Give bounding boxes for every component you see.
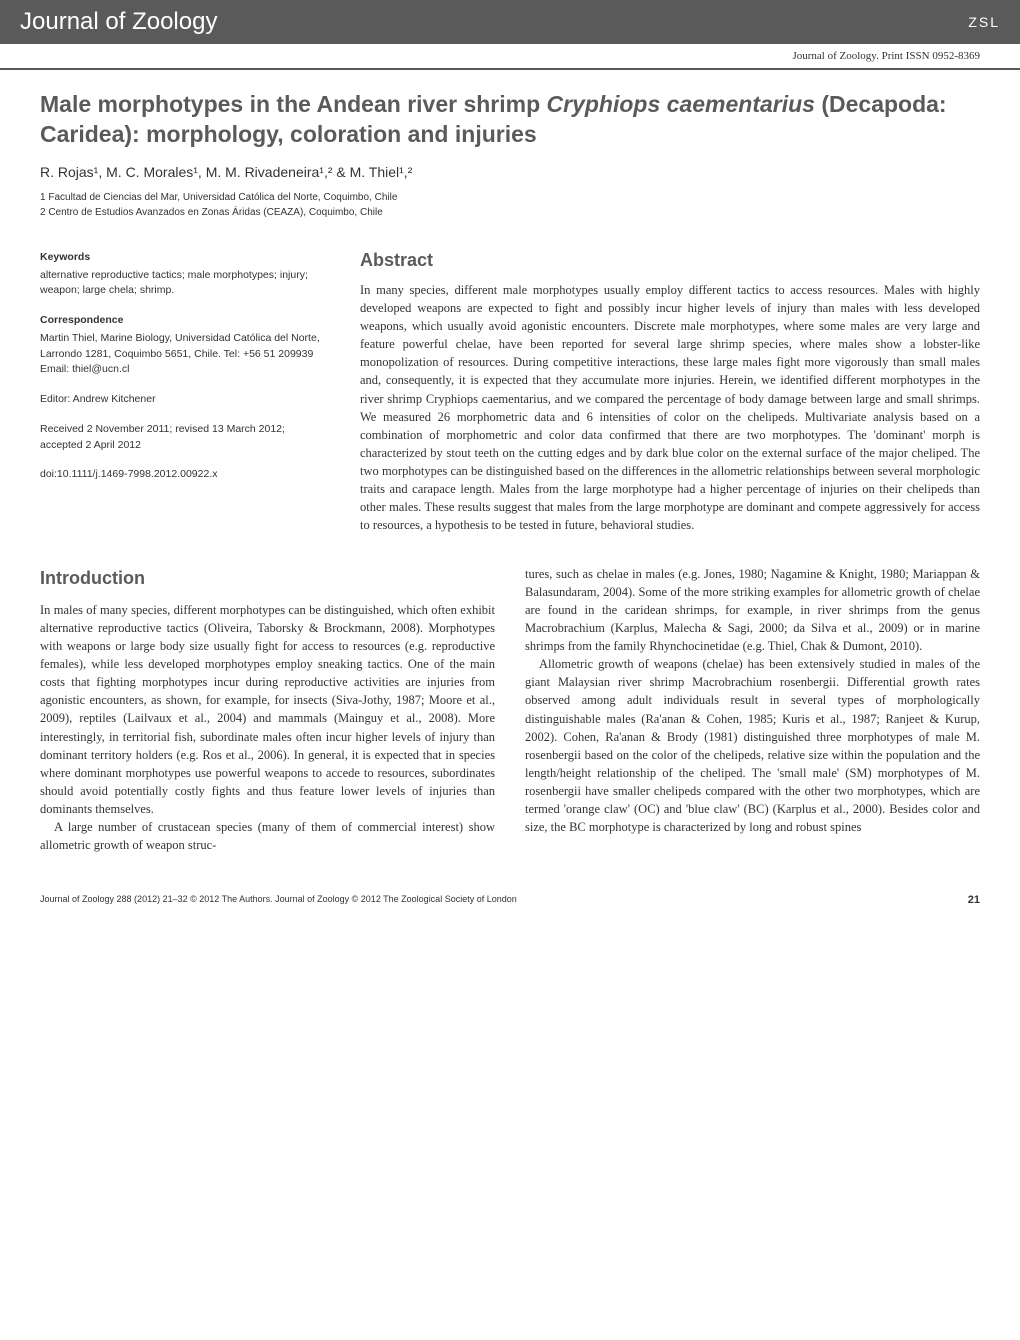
title-prefix: Male morphotypes in the Andean river shr… bbox=[40, 91, 547, 117]
received-text: Received 2 November 2011; revised 13 Mar… bbox=[40, 422, 330, 454]
correspondence-text: Martin Thiel, Marine Biology, Universida… bbox=[40, 331, 330, 378]
body-col-left: Introduction In males of many species, d… bbox=[40, 565, 495, 855]
article-title: Male morphotypes in the Andean river shr… bbox=[40, 90, 980, 150]
page-number: 21 bbox=[968, 894, 980, 906]
abstract-column: Abstract In many species, different male… bbox=[360, 250, 980, 535]
abstract-heading: Abstract bbox=[360, 250, 980, 271]
abstract-text: In many species, different male morphoty… bbox=[360, 281, 980, 535]
introduction-heading: Introduction bbox=[40, 565, 495, 591]
title-species: Cryphiops caementarius bbox=[547, 91, 815, 117]
metadata-sidebar: Keywords alternative reproductive tactic… bbox=[40, 250, 330, 535]
journal-header: Journal of Zoology ZSL bbox=[0, 0, 1020, 44]
metadata-abstract-row: Keywords alternative reproductive tactic… bbox=[40, 250, 980, 535]
journal-subheader: Journal of Zoology. Print ISSN 0952-8369 bbox=[0, 44, 1020, 70]
affiliation-1: 1 Facultad de Ciencias del Mar, Universi… bbox=[40, 190, 980, 205]
intro-p4: Allometric growth of weapons (chelae) ha… bbox=[525, 655, 980, 836]
keywords-label: Keywords bbox=[40, 250, 330, 266]
zsl-logo: ZSL bbox=[968, 14, 1000, 30]
journal-name: Journal of Zoology bbox=[20, 8, 217, 36]
keywords-text: alternative reproductive tactics; male m… bbox=[40, 268, 330, 300]
authors: R. Rojas¹, M. C. Morales¹, M. M. Rivaden… bbox=[40, 164, 980, 180]
page-footer: Journal of Zoology 288 (2012) 21–32 © 20… bbox=[0, 874, 1020, 926]
correspondence-label: Correspondence bbox=[40, 313, 330, 329]
editor-text: Editor: Andrew Kitchener bbox=[40, 392, 330, 408]
affiliation-2: 2 Centro de Estudios Avanzados en Zonas … bbox=[40, 205, 980, 220]
intro-p1: In males of many species, different morp… bbox=[40, 601, 495, 819]
copyright-text: Journal of Zoology 288 (2012) 21–32 © 20… bbox=[40, 894, 517, 906]
body-columns: Introduction In males of many species, d… bbox=[40, 565, 980, 855]
intro-p3: tures, such as chelae in males (e.g. Jon… bbox=[525, 565, 980, 656]
intro-p2: A large number of crustacean species (ma… bbox=[40, 818, 495, 854]
doi-text: doi:10.1111/j.1469-7998.2012.00922.x bbox=[40, 467, 330, 483]
body-col-right: tures, such as chelae in males (e.g. Jon… bbox=[525, 565, 980, 855]
article-content: Male morphotypes in the Andean river shr… bbox=[0, 70, 1020, 874]
affiliations: 1 Facultad de Ciencias del Mar, Universi… bbox=[40, 190, 980, 220]
